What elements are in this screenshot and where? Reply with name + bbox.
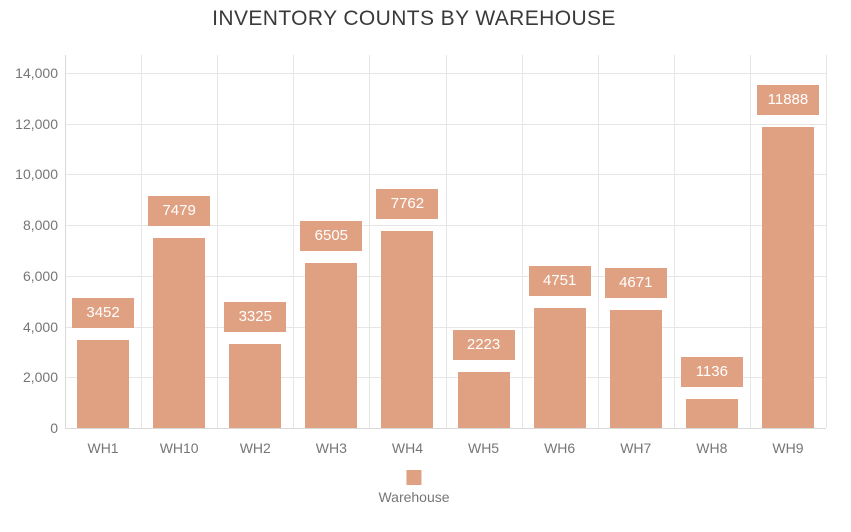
horizontal-gridline [65, 326, 826, 328]
x-tick-label-WH1: WH1 [87, 440, 119, 456]
y-axis-line [65, 55, 66, 428]
vertical-gridline [445, 55, 447, 428]
horizontal-gridline [65, 377, 826, 379]
horizontal-gridline [65, 123, 826, 125]
legend-marker-square-icon[interactable] [406, 470, 422, 485]
bar-WH8[interactable] [685, 399, 738, 428]
x-axis-line [65, 428, 826, 429]
x-tick-label-WH10: WH10 [159, 440, 199, 456]
vertical-gridline [826, 55, 827, 428]
bar-WH4[interactable] [381, 231, 434, 428]
vertical-gridline [141, 55, 143, 428]
bar-WH3[interactable] [305, 263, 358, 428]
data-label-WH2: 3325 [224, 301, 287, 332]
data-label-WH5: 2223 [452, 329, 515, 360]
x-tick-label-WH8: WH8 [696, 440, 728, 456]
y-tick-label: 12,000 [15, 115, 58, 132]
bar-WH10[interactable] [153, 238, 206, 428]
x-tick-label-WH3: WH3 [315, 440, 347, 456]
x-tick-label-WH2: WH2 [239, 440, 271, 456]
y-tick-label: 6,000 [22, 267, 58, 284]
horizontal-gridline [65, 275, 826, 277]
vertical-gridline [521, 55, 523, 428]
legend-label: Warehouse [378, 489, 450, 505]
vertical-gridline [217, 55, 219, 428]
bar-WH2[interactable] [229, 343, 282, 428]
y-tick-label: 10,000 [15, 166, 58, 183]
vertical-gridline [369, 55, 371, 428]
chart-title: INVENTORY COUNTS BY WAREHOUSE [212, 7, 616, 30]
data-label-WH10: 7479 [148, 196, 211, 227]
data-label-WH7: 4671 [604, 267, 667, 298]
bar-WH7[interactable] [609, 309, 662, 428]
x-tick-label-WH6: WH6 [544, 440, 576, 456]
bar-WH5[interactable] [457, 371, 510, 428]
data-label-WH9: 11888 [756, 84, 819, 115]
horizontal-gridline [65, 73, 826, 74]
y-tick-label: 14,000 [15, 65, 58, 81]
data-label-WH1: 3452 [72, 298, 135, 329]
y-tick-label: 8,000 [22, 217, 58, 234]
x-tick-label-WH5: WH5 [467, 440, 500, 456]
x-tick-label-WH9: WH9 [772, 440, 804, 456]
data-label-WH3: 6505 [300, 221, 363, 252]
bar-WH1[interactable] [77, 340, 130, 428]
vertical-gridline [673, 55, 675, 428]
bar-WH6[interactable] [533, 307, 586, 428]
horizontal-gridline [65, 174, 826, 176]
data-label-WH6: 4751 [528, 265, 591, 296]
y-tick-label: 2,000 [22, 369, 58, 386]
data-label-WH4: 7762 [376, 189, 439, 220]
vertical-gridline [749, 55, 751, 428]
x-tick-label-WH7: WH7 [620, 440, 652, 456]
bar-WH9[interactable] [761, 126, 814, 428]
y-tick-label: 0 [50, 420, 58, 436]
vertical-gridline [597, 55, 599, 428]
vertical-gridline [293, 55, 295, 428]
x-tick-label-WH4: WH4 [391, 440, 423, 456]
data-label-WH8: 1136 [680, 357, 743, 388]
y-tick-label: 4,000 [22, 318, 58, 335]
horizontal-gridline [65, 225, 826, 227]
legend[interactable]: Warehouse [378, 470, 450, 505]
